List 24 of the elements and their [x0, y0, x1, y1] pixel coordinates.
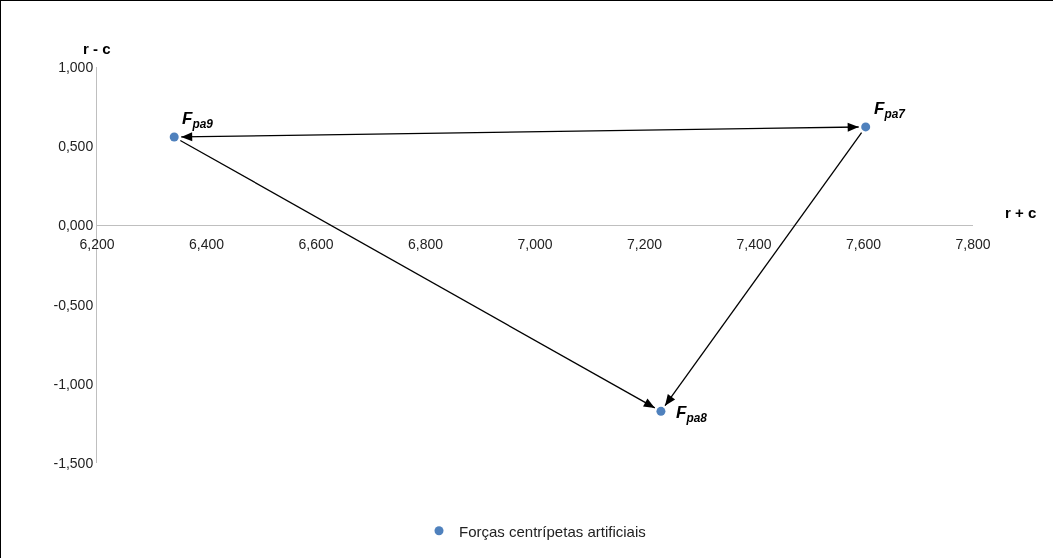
x-tick-label: 6,600: [298, 236, 334, 253]
annotation: F$_{pa9}$: [182, 109, 214, 131]
point: [861, 122, 871, 132]
annotation: F$_{pa8}$: [676, 403, 708, 425]
y-tick-label: 0,500: [58, 138, 94, 155]
point: [169, 132, 179, 142]
y-tick-label: -1,500: [53, 454, 94, 471]
x-tick-label: 7,400: [736, 236, 772, 253]
point: [656, 406, 666, 416]
x-tick-label: 6,400: [188, 236, 225, 253]
x-tick-label: 7,800: [955, 236, 991, 253]
x-tick-label: 6,800: [407, 236, 444, 253]
x-axis-title: r + c: [1005, 204, 1037, 221]
y-axis-title: r - c: [83, 40, 111, 57]
x-tick-label: 7,200: [626, 236, 663, 253]
annotation: F$_{pa7}$: [874, 99, 907, 121]
y-tick-label: 0,000: [58, 217, 94, 234]
x-tick-label: 6,200: [79, 236, 115, 253]
y-tick-label: -0,500: [53, 296, 94, 313]
x-tick-label: 7,600: [845, 236, 882, 253]
y-tick-label: 1,000: [58, 58, 94, 75]
legend-label: Forças centrípetas artificiais: [459, 522, 646, 540]
x-tick-label: 7,000: [517, 236, 553, 253]
y-tick-label: -1,000: [53, 375, 94, 392]
